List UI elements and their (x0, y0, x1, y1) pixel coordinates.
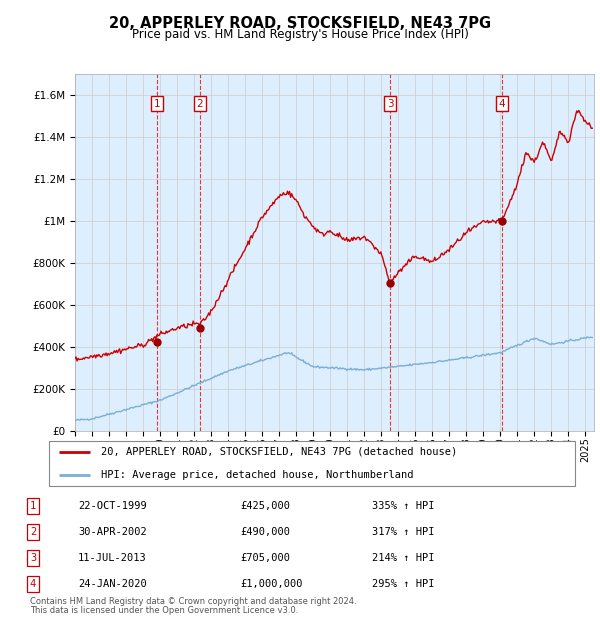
Text: 2: 2 (30, 527, 36, 537)
Text: Contains HM Land Registry data © Crown copyright and database right 2024.: Contains HM Land Registry data © Crown c… (30, 597, 356, 606)
Bar (157, 74, 200, 431)
Text: 20, APPERLEY ROAD, STOCKSFIELD, NE43 7PG (detached house): 20, APPERLEY ROAD, STOCKSFIELD, NE43 7PG… (101, 447, 457, 457)
Text: £425,000: £425,000 (240, 501, 290, 511)
Text: 335% ↑ HPI: 335% ↑ HPI (372, 501, 434, 511)
Text: 3: 3 (387, 99, 394, 108)
Text: 2: 2 (196, 99, 203, 108)
Text: £490,000: £490,000 (240, 527, 290, 537)
Text: 3: 3 (30, 553, 36, 563)
Text: 214% ↑ HPI: 214% ↑ HPI (372, 553, 434, 563)
Text: 24-JAN-2020: 24-JAN-2020 (78, 579, 147, 589)
Text: Price paid vs. HM Land Registry's House Price Index (HPI): Price paid vs. HM Land Registry's House … (131, 28, 469, 41)
Text: 11-JUL-2013: 11-JUL-2013 (78, 553, 147, 563)
Text: 22-OCT-1999: 22-OCT-1999 (78, 501, 147, 511)
Text: This data is licensed under the Open Government Licence v3.0.: This data is licensed under the Open Gov… (30, 606, 298, 615)
Text: £1,000,000: £1,000,000 (240, 579, 302, 589)
Text: 1: 1 (154, 99, 160, 108)
Text: 4: 4 (30, 579, 36, 589)
Text: 1: 1 (30, 501, 36, 511)
Bar (391, 74, 502, 431)
Text: 4: 4 (498, 99, 505, 108)
Text: HPI: Average price, detached house, Northumberland: HPI: Average price, detached house, Nort… (101, 470, 413, 480)
Text: 30-APR-2002: 30-APR-2002 (78, 527, 147, 537)
Text: £705,000: £705,000 (240, 553, 290, 563)
Text: 295% ↑ HPI: 295% ↑ HPI (372, 579, 434, 589)
Text: 317% ↑ HPI: 317% ↑ HPI (372, 527, 434, 537)
FancyBboxPatch shape (49, 441, 575, 486)
Text: 20, APPERLEY ROAD, STOCKSFIELD, NE43 7PG: 20, APPERLEY ROAD, STOCKSFIELD, NE43 7PG (109, 16, 491, 30)
